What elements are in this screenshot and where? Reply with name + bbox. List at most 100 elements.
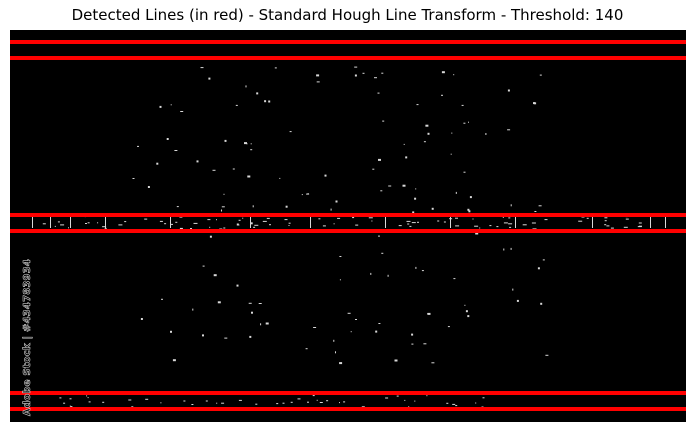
edge-speck <box>431 362 435 364</box>
edge-image-svg <box>10 40 686 411</box>
edge-speck <box>468 121 469 123</box>
edge-speck <box>421 270 424 272</box>
edge-speck <box>265 322 269 325</box>
edge-speck <box>604 217 608 219</box>
edge-speck <box>171 223 173 225</box>
edge-speck <box>503 222 508 224</box>
edge-speck <box>236 284 239 287</box>
watermark-text: Adobe Stock | #434783934 <box>22 258 34 417</box>
edge-speck <box>42 223 46 225</box>
edge-speck <box>285 205 288 208</box>
edge-speck <box>102 226 107 228</box>
edge-speck <box>254 224 259 226</box>
edge-speck <box>352 216 355 219</box>
edge-speck <box>316 74 320 77</box>
edge-speck <box>512 288 514 291</box>
edge-speck <box>416 104 419 106</box>
edge-speck <box>159 220 163 222</box>
edge-speck <box>209 235 212 238</box>
edge-speck <box>539 74 542 76</box>
edge-speck <box>472 218 474 220</box>
edge-speck <box>411 222 416 224</box>
edge-speck <box>87 397 89 399</box>
edge-speck <box>507 89 510 92</box>
edge-speck <box>170 330 172 333</box>
edge-speck <box>446 402 449 404</box>
edge-speck <box>368 217 373 219</box>
edge-speck <box>604 224 607 226</box>
edge-speck <box>284 219 288 221</box>
edge-speck <box>453 74 455 76</box>
edge-speck <box>532 228 537 230</box>
edge-speck <box>256 92 259 95</box>
edge-speck <box>161 298 163 300</box>
edge-speck <box>475 232 479 235</box>
edge-speck <box>463 122 466 124</box>
edge-speck <box>69 405 71 407</box>
edge-speck <box>443 221 446 223</box>
edge-speck <box>279 177 281 179</box>
edge-speck <box>245 85 247 88</box>
edge-speck <box>534 102 537 105</box>
edge-speck <box>474 225 479 227</box>
edge-speck <box>509 226 512 228</box>
edge-speck <box>537 267 540 270</box>
edge-speck <box>337 217 341 219</box>
edge-speck <box>637 226 642 228</box>
edge-speck <box>453 278 456 280</box>
edge-speck <box>441 71 445 74</box>
edge-speck <box>236 223 239 226</box>
edge-speck <box>159 105 162 108</box>
edge-speck <box>378 235 380 237</box>
edge-speck <box>423 343 427 345</box>
edge-speck <box>385 216 386 228</box>
edge-speck <box>207 219 211 221</box>
edge-speck <box>223 193 225 195</box>
edge-speck <box>515 216 516 228</box>
edge-speck <box>333 223 335 225</box>
edge-speck <box>592 216 593 228</box>
edge-speck <box>406 220 411 222</box>
edge-speck <box>350 331 352 333</box>
edge-speck <box>378 158 381 161</box>
edge-speck <box>50 216 51 228</box>
edge-speck <box>268 100 271 103</box>
edge-speck <box>407 223 410 225</box>
edge-speck <box>191 404 194 405</box>
edge-speck <box>475 402 477 404</box>
edge-speck <box>508 217 511 219</box>
edge-speck <box>200 67 204 69</box>
edge-speck <box>290 401 293 403</box>
edge-speck <box>465 310 468 313</box>
detected-lines <box>10 40 686 411</box>
edge-speck <box>335 351 336 354</box>
edge-speck <box>463 171 466 173</box>
edge-speck <box>307 193 309 195</box>
edge-speck <box>412 211 415 214</box>
edge-speck <box>339 279 341 281</box>
edge-speck <box>307 401 309 403</box>
edge-speck <box>137 145 139 147</box>
edge-speck <box>140 318 143 320</box>
edge-speck <box>180 111 184 112</box>
edge-speck <box>333 339 335 342</box>
edge-speck <box>544 219 548 221</box>
edge-speck <box>63 402 66 404</box>
edge-speck <box>183 400 186 402</box>
edge-speck <box>54 225 56 227</box>
edge-speck <box>102 401 105 403</box>
edge-speck <box>339 362 343 365</box>
edge-speck <box>238 224 240 226</box>
edge-speck <box>322 225 326 227</box>
edge-speck <box>503 248 505 251</box>
edge-speck <box>166 138 169 140</box>
edge-speck <box>145 398 149 400</box>
edge-speck <box>326 400 329 402</box>
edge-speck <box>316 399 318 401</box>
edge-speck <box>252 205 254 208</box>
edge-speck <box>224 139 227 142</box>
edge-speck <box>441 94 443 96</box>
edge-speck <box>32 216 33 228</box>
edge-speck <box>57 221 60 223</box>
detected-line <box>10 407 686 411</box>
